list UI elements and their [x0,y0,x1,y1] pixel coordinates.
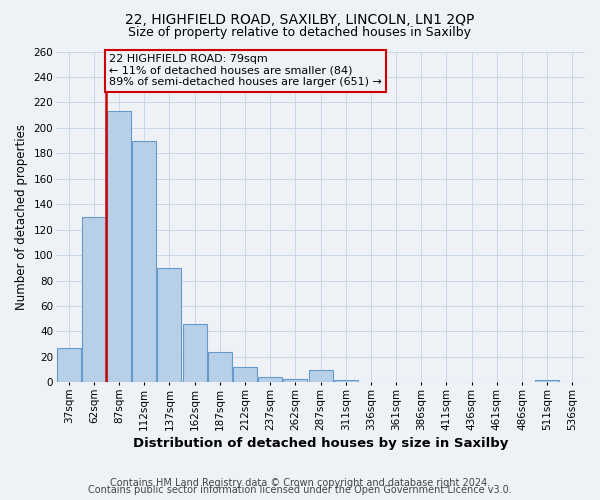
Text: 22, HIGHFIELD ROAD, SAXILBY, LINCOLN, LN1 2QP: 22, HIGHFIELD ROAD, SAXILBY, LINCOLN, LN… [125,12,475,26]
Bar [107,112,131,382]
Bar [57,348,80,382]
Bar [157,268,181,382]
X-axis label: Distribution of detached houses by size in Saxilby: Distribution of detached houses by size … [133,437,508,450]
Y-axis label: Number of detached properties: Number of detached properties [15,124,28,310]
Bar [82,217,106,382]
Bar [334,380,358,382]
Bar [283,378,307,382]
Bar [132,140,156,382]
Bar [208,352,232,382]
Bar [182,324,206,382]
Text: Contains HM Land Registry data © Crown copyright and database right 2024.: Contains HM Land Registry data © Crown c… [110,478,490,488]
Bar [258,378,282,382]
Text: Size of property relative to detached houses in Saxilby: Size of property relative to detached ho… [128,26,472,39]
Text: Contains public sector information licensed under the Open Government Licence v3: Contains public sector information licen… [88,485,512,495]
Bar [535,380,559,382]
Bar [233,367,257,382]
Text: 22 HIGHFIELD ROAD: 79sqm
← 11% of detached houses are smaller (84)
89% of semi-d: 22 HIGHFIELD ROAD: 79sqm ← 11% of detach… [109,54,382,87]
Bar [308,370,332,382]
